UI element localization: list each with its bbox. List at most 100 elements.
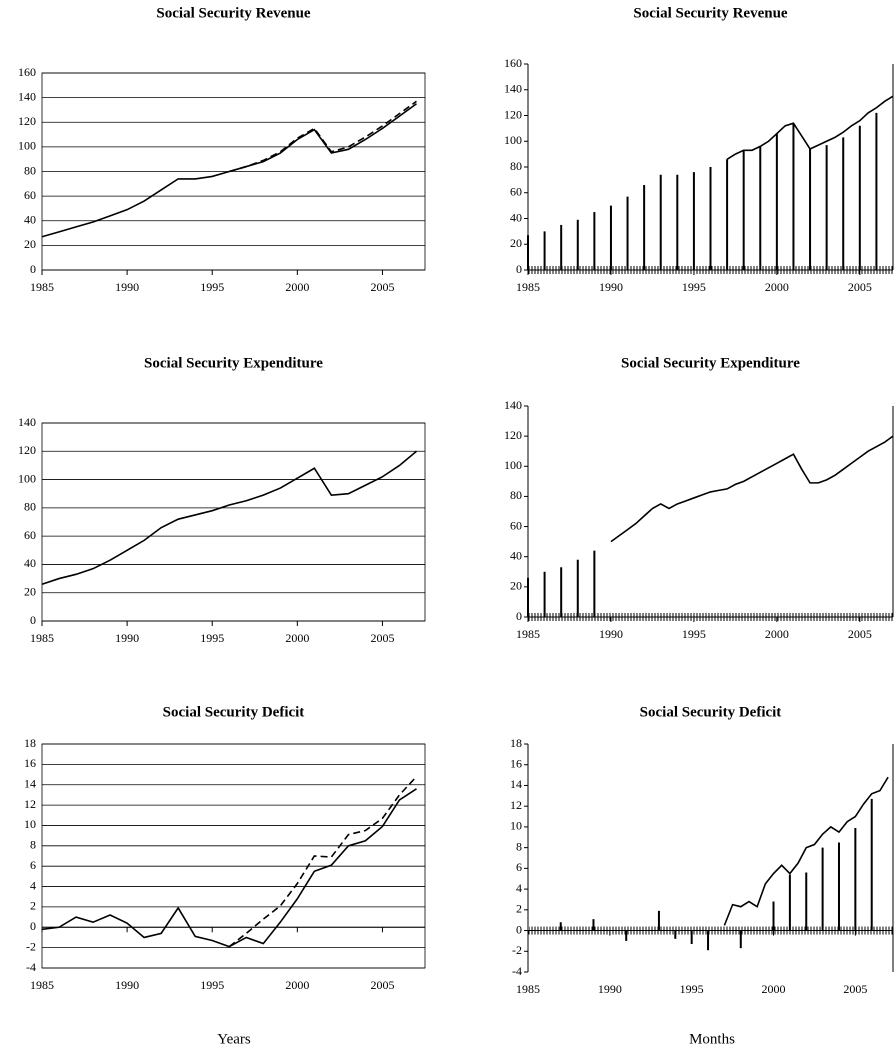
x-tick-label: 2005 [848,280,872,294]
y-tick-label: 0 [516,922,522,936]
x-tick-label: 1990 [115,280,139,294]
x-tick-label: 1985 [516,627,540,641]
y-tick-label: -2 [512,943,522,957]
series-line [41,450,418,585]
x-tick-label: 1985 [30,631,54,645]
y-tick-label: 18 [24,736,36,750]
y-tick-label: 60 [24,188,36,202]
y-tick-label: 4 [516,881,522,895]
y-tick-label: 80 [510,159,522,173]
x-tick-label: 1995 [682,627,706,641]
series-line [723,776,889,926]
y-tick-label: 20 [24,237,36,251]
y-tick-label: 40 [24,213,36,227]
x-tick-label: 2005 [370,280,394,294]
y-tick-label: -2 [26,939,36,953]
chart-title: Social Security Revenue [633,5,787,21]
y-tick-label: 10 [24,817,36,831]
y-tick-label: 2 [30,899,36,913]
x-tick-label: 1990 [115,978,139,992]
y-tick-label: 100 [504,133,522,147]
x-tick-label: 2000 [285,631,309,645]
y-tick-label: 10 [510,819,522,833]
y-tick-label: 100 [504,458,522,472]
y-tick-label: 0 [30,919,36,933]
y-tick-label: 14 [24,776,36,790]
x-tick-label: 2005 [848,627,872,641]
y-tick-label: 100 [18,139,36,153]
y-tick-label: 160 [504,56,522,70]
chart-title: Social Security Revenue [156,5,310,21]
y-tick-label: 140 [18,89,36,103]
y-tick-label: 6 [516,860,522,874]
y-tick-label: 140 [504,398,522,412]
y-tick-label: 40 [510,210,522,224]
chart-title: Social Security Deficit [163,704,305,720]
y-tick-label: 16 [24,756,36,770]
chart-title: Social Security Deficit [640,704,782,720]
y-tick-label: 20 [24,584,36,598]
series-line [41,788,417,948]
y-tick-label: 120 [504,428,522,442]
x-tick-label: 1990 [599,627,623,641]
chart-title: Social Security Expenditure [621,355,800,371]
y-tick-label: 60 [510,185,522,199]
y-tick-label: 40 [510,548,522,562]
x-tick-label: 2000 [285,978,309,992]
series-line [228,776,418,948]
y-tick-label: 60 [510,518,522,532]
x-caption: Years [217,1031,251,1047]
y-tick-label: 18 [510,736,522,750]
x-tick-label: 1995 [680,982,704,996]
x-tick-label: 1985 [30,280,54,294]
x-tick-label: 1995 [682,280,706,294]
chart-title: Social Security Expenditure [144,355,323,371]
x-tick-label: 1990 [598,982,622,996]
y-tick-label: 140 [18,415,36,429]
plot-frame [41,743,426,969]
x-tick-label: 2000 [762,982,786,996]
y-tick-label: 20 [510,579,522,593]
y-tick-label: 120 [18,114,36,128]
x-tick-label: 1990 [599,280,623,294]
y-tick-label: 16 [510,756,522,770]
x-tick-label: 1995 [200,978,224,992]
y-tick-label: 60 [24,528,36,542]
y-tick-label: 80 [24,163,36,177]
x-tick-label: 1995 [200,631,224,645]
series-line [229,100,417,173]
x-tick-label: 1985 [516,982,540,996]
y-tick-label: 120 [504,107,522,121]
y-tick-label: 14 [510,777,522,791]
y-tick-label: 0 [516,609,522,623]
y-tick-label: 0 [30,613,36,627]
y-tick-label: 80 [510,488,522,502]
y-tick-label: 40 [24,556,36,570]
y-tick-label: 100 [18,471,36,485]
x-tick-label: 2000 [765,627,789,641]
y-tick-label: 80 [24,500,36,514]
y-tick-label: 2 [516,902,522,916]
y-tick-label: 120 [18,443,36,457]
y-tick-label: 12 [510,798,522,812]
y-tick-label: 0 [30,262,36,276]
y-tick-label: 140 [504,82,522,96]
y-tick-label: -4 [26,960,36,974]
x-tick-label: 1990 [115,631,139,645]
series-line [41,103,417,238]
x-caption: Months [689,1031,735,1047]
y-tick-label: 6 [30,858,36,872]
y-tick-label: 4 [30,878,36,892]
x-tick-label: 2000 [765,280,789,294]
x-tick-label: 1995 [200,280,224,294]
y-tick-label: -4 [512,964,522,978]
y-tick-label: 20 [510,236,522,250]
x-tick-label: 1985 [516,280,540,294]
x-tick-label: 2000 [285,280,309,294]
x-tick-label: 1985 [30,978,54,992]
series-line [726,95,894,160]
plot-frame [41,422,426,622]
x-tick-label: 2005 [843,982,867,996]
